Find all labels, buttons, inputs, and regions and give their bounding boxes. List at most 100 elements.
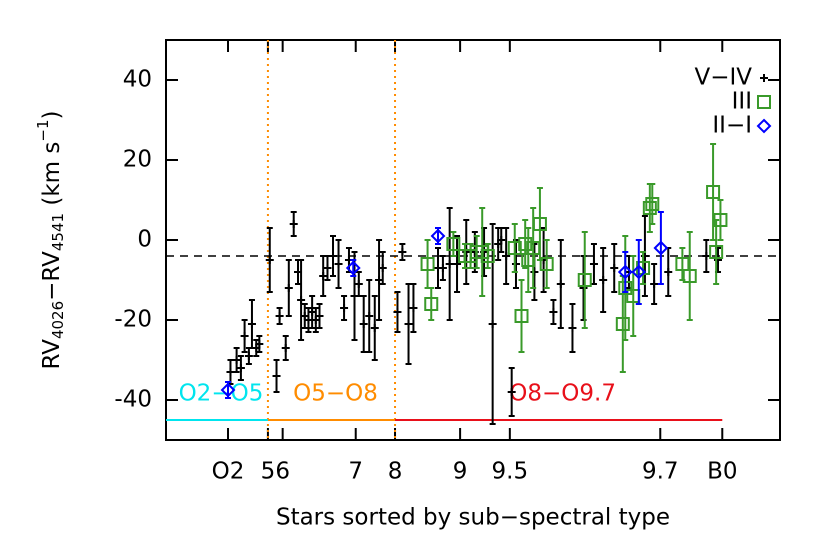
error-bar bbox=[622, 251, 629, 293]
legend-label: III bbox=[732, 89, 752, 115]
data-point bbox=[631, 264, 647, 280]
data-point bbox=[610, 264, 619, 272]
data-point bbox=[539, 257, 554, 271]
data-point bbox=[323, 264, 332, 272]
data-point bbox=[514, 309, 529, 323]
y-tick-label: 40 bbox=[123, 67, 152, 93]
data-point bbox=[370, 324, 379, 332]
data-point bbox=[446, 237, 461, 251]
error-bar bbox=[525, 227, 532, 293]
data-point bbox=[398, 248, 407, 256]
error-bar bbox=[640, 251, 647, 285]
x-tick-label: 6 bbox=[275, 459, 290, 485]
error-bar bbox=[511, 223, 518, 273]
data-point bbox=[226, 368, 235, 376]
x-tick-label: O2 bbox=[212, 459, 245, 485]
data-point bbox=[664, 268, 673, 276]
error-bar bbox=[450, 231, 457, 257]
data-point bbox=[642, 201, 657, 215]
data-point bbox=[289, 220, 298, 228]
data-point bbox=[675, 257, 690, 271]
legend-marker bbox=[756, 118, 772, 134]
x-axis-label: Stars sorted by sub−spectral type bbox=[276, 505, 670, 531]
data-point bbox=[345, 260, 361, 276]
error-bar bbox=[543, 239, 550, 289]
data-point bbox=[589, 260, 598, 268]
data-point bbox=[706, 185, 721, 199]
data-point bbox=[404, 320, 413, 328]
y-label-part: 4026 bbox=[49, 301, 67, 339]
data-point bbox=[375, 276, 384, 284]
data-point bbox=[304, 316, 313, 324]
error-bar bbox=[484, 243, 491, 269]
error-bar bbox=[649, 183, 656, 225]
data-point bbox=[556, 280, 565, 288]
x-tick-label: 9.5 bbox=[492, 459, 529, 485]
data-point bbox=[497, 236, 506, 244]
error-bar bbox=[717, 199, 724, 241]
region-label: O5−O8 bbox=[293, 381, 378, 407]
y-label-part: RV bbox=[39, 339, 65, 370]
error-bar bbox=[635, 239, 642, 305]
y-label-part: −RV bbox=[39, 251, 65, 301]
y-label-part: ) bbox=[39, 111, 65, 120]
data-point bbox=[240, 332, 249, 340]
x-tick-label: 7 bbox=[348, 459, 363, 485]
legend-label: V−IV bbox=[694, 65, 752, 91]
data-point bbox=[220, 382, 236, 398]
data-point bbox=[507, 241, 522, 255]
data-point bbox=[272, 372, 281, 380]
x-tick-label: B0 bbox=[707, 459, 737, 485]
region-label: O2−O5 bbox=[179, 381, 264, 407]
data-point bbox=[713, 213, 728, 227]
data-point bbox=[430, 228, 446, 244]
data-point bbox=[297, 296, 306, 304]
data-point bbox=[265, 256, 274, 264]
data-point bbox=[311, 316, 320, 324]
data-point bbox=[354, 280, 363, 288]
data-point bbox=[284, 284, 293, 292]
error-bar bbox=[424, 239, 431, 289]
y-label-part: −1 bbox=[34, 119, 52, 141]
legend bbox=[676, 62, 776, 146]
data-point bbox=[275, 312, 284, 320]
data-point bbox=[308, 308, 317, 316]
data-point bbox=[702, 252, 711, 260]
region-label: O8−O9.7 bbox=[509, 381, 616, 407]
y-tick-label: 20 bbox=[123, 147, 152, 173]
x-tick-label: 9 bbox=[453, 459, 468, 485]
data-point bbox=[393, 308, 402, 316]
data-point bbox=[420, 257, 435, 271]
error-bar bbox=[710, 143, 717, 241]
data-point bbox=[511, 260, 520, 268]
y-label-part: (km s bbox=[39, 142, 65, 213]
data-point bbox=[319, 272, 328, 280]
data-point bbox=[359, 320, 368, 328]
data-point bbox=[568, 324, 577, 332]
error-bar bbox=[536, 187, 543, 261]
error-bar bbox=[518, 279, 525, 353]
legend-marker bbox=[760, 74, 768, 82]
data-point bbox=[409, 304, 418, 312]
data-point bbox=[530, 268, 539, 276]
error-bar bbox=[630, 255, 637, 337]
error-bar bbox=[657, 211, 664, 285]
data-point bbox=[507, 388, 516, 396]
data-point bbox=[502, 252, 511, 260]
data-point bbox=[577, 273, 592, 287]
data-point bbox=[549, 308, 558, 316]
data-point bbox=[424, 297, 439, 311]
data-point bbox=[709, 245, 724, 259]
data-point bbox=[365, 312, 374, 320]
data-point bbox=[599, 276, 608, 284]
data-point bbox=[255, 340, 264, 348]
data-point bbox=[480, 249, 495, 263]
data-point bbox=[653, 240, 669, 256]
data-point bbox=[315, 312, 324, 320]
data-point bbox=[334, 260, 343, 268]
data-point bbox=[488, 320, 497, 328]
data-point bbox=[532, 217, 547, 231]
y-tick-label: -40 bbox=[114, 387, 152, 413]
data-point bbox=[650, 280, 659, 288]
